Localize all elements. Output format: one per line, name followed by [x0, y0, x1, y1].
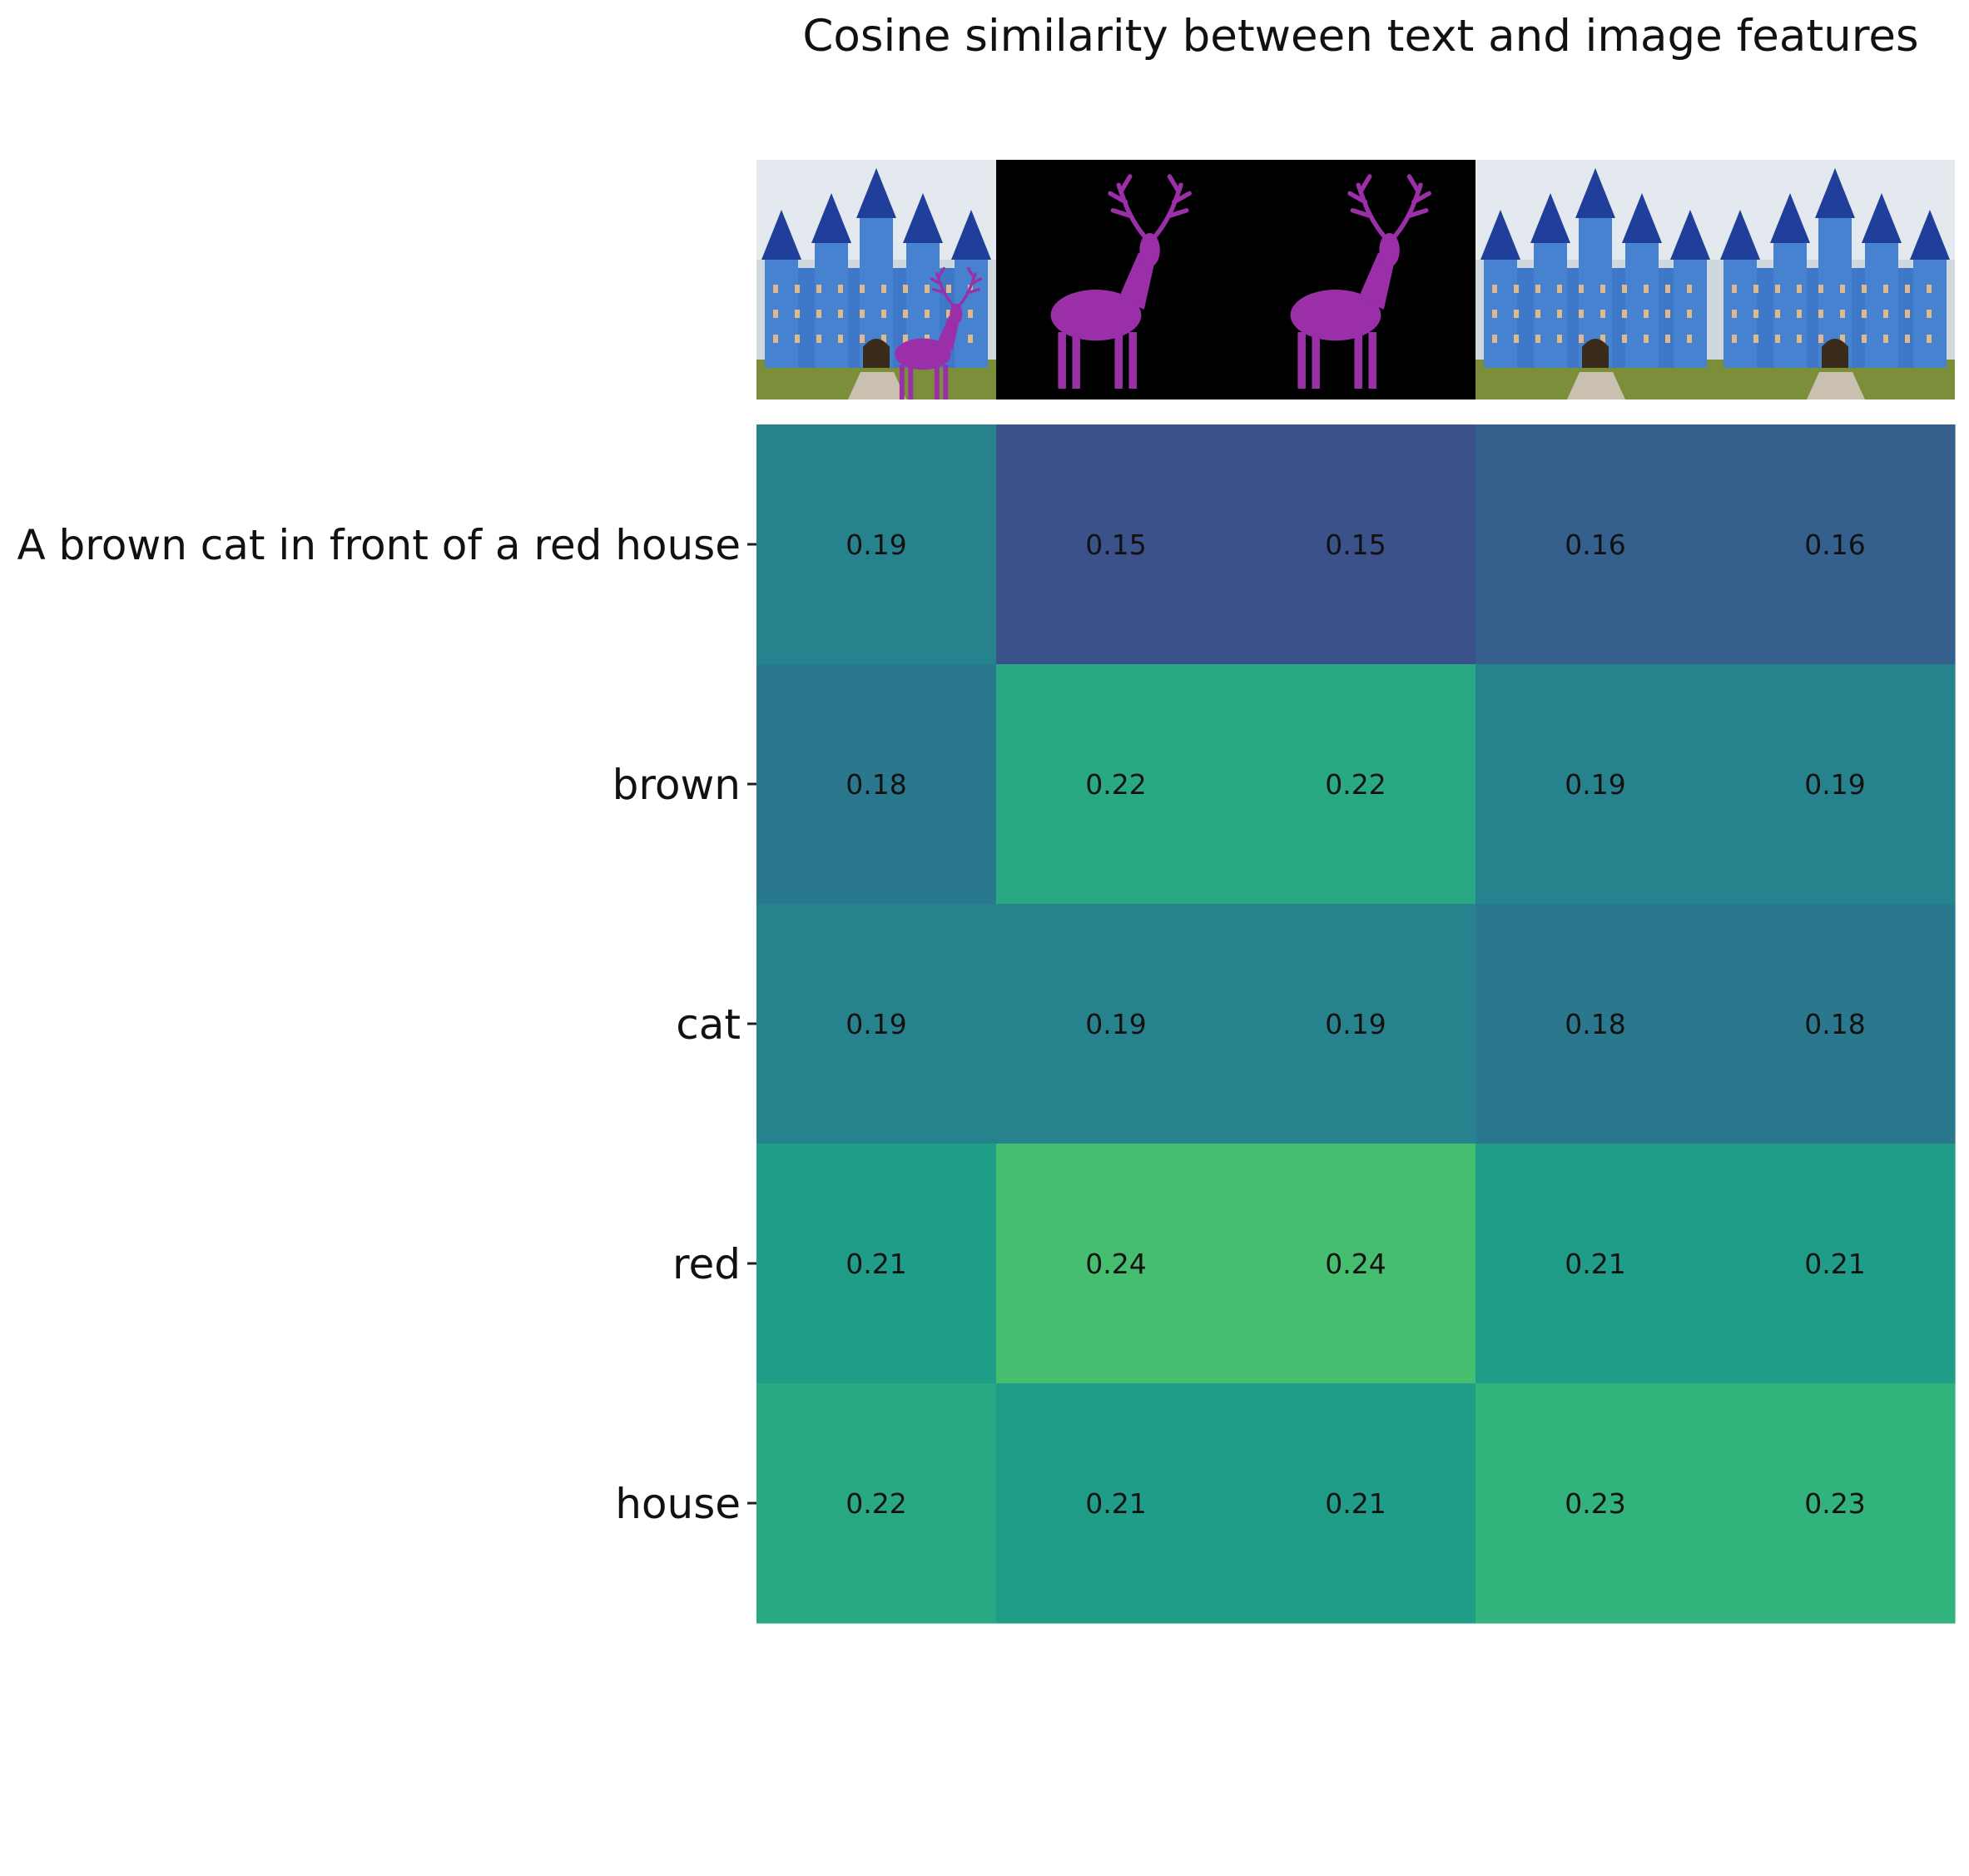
heatmap-cell	[756, 1383, 997, 1624]
cell-value-label: 0.16	[1565, 529, 1625, 561]
cell-value-label: 0.22	[1085, 768, 1146, 801]
heatmap-cell	[756, 904, 997, 1144]
row-label: A brown cat in front of a red house	[17, 521, 741, 569]
heatmap-cell	[996, 904, 1237, 1144]
heatmap-cell	[1715, 424, 1956, 665]
cell-value-label: 0.19	[1565, 768, 1625, 801]
heatmap-cell	[1236, 904, 1476, 1144]
heatmap-cell	[1715, 904, 1956, 1144]
cell-value-label: 0.19	[1804, 768, 1865, 801]
row-ticks: A brown cat in front of a red house brown…	[17, 521, 756, 1528]
heatmap-cell	[996, 664, 1237, 905]
heatmap-cell	[1476, 1144, 1716, 1384]
heatmap-cell	[1476, 664, 1716, 905]
cell-value-label: 0.21	[1565, 1248, 1625, 1280]
cell-value-label: 0.19	[846, 1008, 906, 1040]
heatmap-cell	[756, 1144, 997, 1384]
cell-value-label: 0.21	[1325, 1487, 1386, 1520]
heatmap-cell	[1476, 424, 1716, 665]
row-label: cat	[676, 1000, 741, 1049]
cell-value-label: 0.15	[1085, 529, 1146, 561]
deer-icon	[1290, 174, 1431, 389]
row-label: house	[615, 1480, 741, 1528]
heatmap-cell	[756, 664, 997, 905]
cell-value-label: 0.22	[846, 1487, 906, 1520]
heatmap-cells: 0.19 0.15 0.15 0.16 0.16 0.18 0.22 0.22 0.19 0.19…	[756, 424, 1956, 1624]
heatmap-cell	[1236, 424, 1476, 665]
heatmap-cell	[1236, 1144, 1476, 1384]
row-label: brown	[613, 761, 741, 809]
row-label: red	[672, 1240, 741, 1288]
deer-image	[1236, 160, 1476, 400]
chart-title: Cosine similarity between text and image…	[802, 11, 1919, 62]
heatmap-cell	[756, 424, 997, 665]
castle-image	[1476, 160, 1715, 400]
cell-value-label: 0.18	[1804, 1008, 1865, 1040]
cell-value-label: 0.18	[846, 768, 906, 801]
cell-value-label: 0.19	[846, 529, 906, 561]
heatmap-cell	[1236, 664, 1476, 905]
cell-value-label: 0.21	[1085, 1487, 1146, 1520]
cell-value-label: 0.24	[1325, 1248, 1386, 1280]
heatmap-cell	[1236, 1383, 1476, 1624]
cell-value-label: 0.16	[1804, 529, 1865, 561]
cell-value-label: 0.23	[1804, 1487, 1865, 1520]
heatmap-cell	[996, 1383, 1237, 1624]
image-thumbnails	[756, 160, 1955, 400]
cell-value-label: 0.15	[1325, 529, 1386, 561]
heatmap-cell	[996, 424, 1237, 665]
castle-image	[756, 160, 996, 400]
deer-icon	[895, 266, 982, 400]
cell-value-label: 0.21	[1804, 1248, 1865, 1280]
heatmap-cell	[996, 1144, 1237, 1384]
deer-icon	[1050, 174, 1192, 389]
cell-value-label: 0.22	[1325, 768, 1386, 801]
cell-value-label: 0.23	[1565, 1487, 1625, 1520]
heatmap-cell	[1476, 1383, 1716, 1624]
cell-value-label: 0.18	[1565, 1008, 1625, 1040]
cell-value-label: 0.24	[1085, 1248, 1146, 1280]
heatmap-cell	[1715, 1383, 1956, 1624]
heatmap-cell	[1715, 1144, 1956, 1384]
cell-value-label: 0.19	[1325, 1008, 1386, 1040]
heatmap-cell	[1476, 904, 1716, 1144]
cell-value-label: 0.21	[846, 1248, 906, 1280]
cell-value-label: 0.19	[1085, 1008, 1146, 1040]
heatmap-cell	[1715, 664, 1956, 905]
castle-image	[1715, 160, 1955, 400]
deer-image	[996, 160, 1236, 400]
